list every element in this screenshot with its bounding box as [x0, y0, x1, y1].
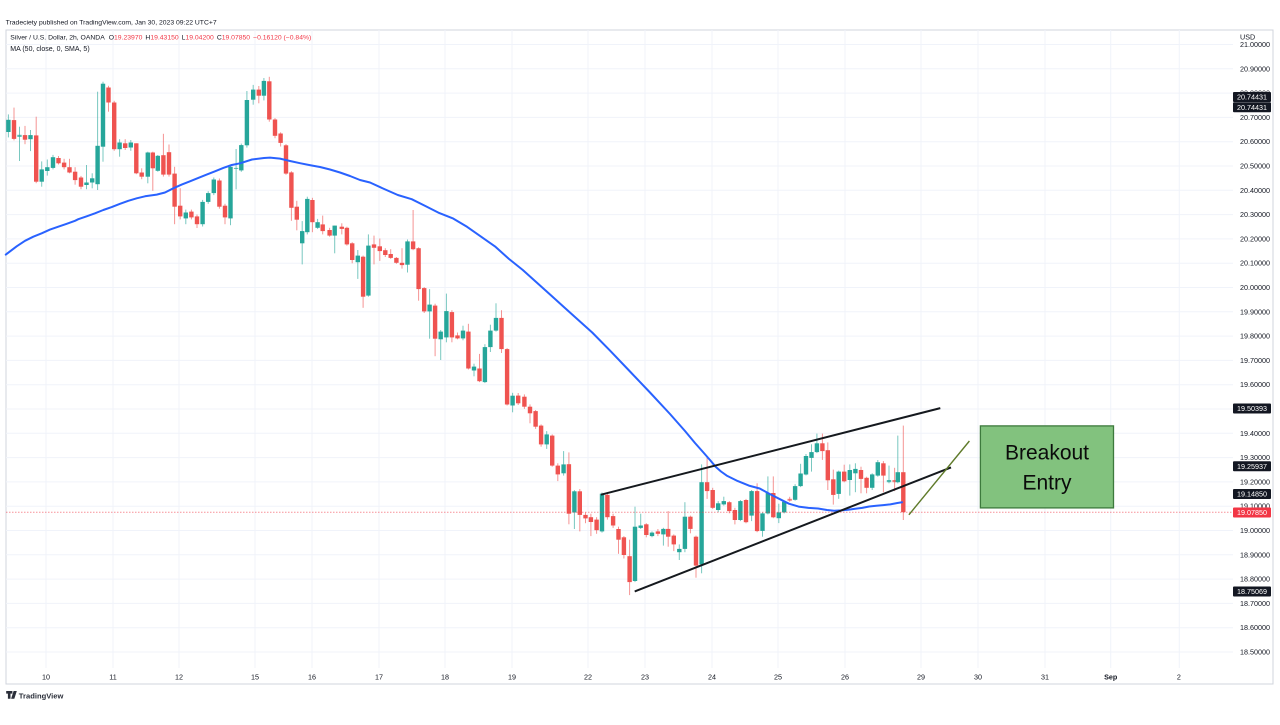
svg-text:18.70000: 18.70000: [1240, 599, 1270, 608]
svg-text:29: 29: [917, 673, 925, 682]
svg-text:20.50000: 20.50000: [1240, 162, 1270, 171]
svg-text:12: 12: [175, 673, 183, 682]
svg-text:16: 16: [308, 673, 316, 682]
svg-text:10: 10: [42, 673, 50, 682]
svg-text:24: 24: [708, 673, 716, 682]
svg-text:19.25937: 19.25937: [1237, 462, 1267, 471]
svg-text:Sep: Sep: [1104, 673, 1118, 682]
svg-text:20.90000: 20.90000: [1240, 64, 1270, 73]
svg-text:20.00000: 20.00000: [1240, 283, 1270, 292]
svg-text:18.80000: 18.80000: [1240, 575, 1270, 584]
svg-text:15: 15: [251, 673, 259, 682]
svg-text:19.40000: 19.40000: [1240, 429, 1270, 438]
svg-text:19.14850: 19.14850: [1237, 490, 1267, 499]
svg-text:20.30000: 20.30000: [1240, 210, 1270, 219]
svg-text:2: 2: [1177, 673, 1181, 682]
svg-text:20.40000: 20.40000: [1240, 186, 1270, 195]
svg-text:30: 30: [974, 673, 982, 682]
svg-text:USD: USD: [1240, 33, 1255, 42]
svg-text:19.20000: 19.20000: [1240, 477, 1270, 486]
svg-text:19.30000: 19.30000: [1240, 453, 1270, 462]
svg-text:19.50393: 19.50393: [1237, 404, 1267, 413]
svg-text:11: 11: [109, 673, 116, 682]
svg-text:23: 23: [641, 673, 649, 682]
svg-text:Breakout: Breakout: [1005, 442, 1089, 465]
svg-text:19.70000: 19.70000: [1240, 356, 1270, 365]
svg-text:19.00000: 19.00000: [1240, 526, 1270, 535]
svg-text:21.00000: 21.00000: [1240, 40, 1270, 49]
svg-text:20.74431: 20.74431: [1237, 93, 1267, 102]
svg-text:19.60000: 19.60000: [1240, 380, 1270, 389]
svg-text:18.75069: 18.75069: [1237, 587, 1267, 596]
svg-text:Entry: Entry: [1022, 472, 1072, 495]
svg-text:20.10000: 20.10000: [1240, 259, 1270, 268]
svg-text:20.70000: 20.70000: [1240, 113, 1270, 122]
svg-text:20.20000: 20.20000: [1240, 234, 1270, 243]
svg-text:17: 17: [375, 673, 383, 682]
svg-text:MA (50, close, 0, SMA, 5): MA (50, close, 0, SMA, 5): [10, 46, 89, 53]
svg-text:Tradeciety published on Tradin: Tradeciety published on TradingView.com,…: [6, 20, 217, 27]
svg-text:18.50000: 18.50000: [1240, 648, 1270, 657]
svg-text:19.80000: 19.80000: [1240, 332, 1270, 341]
svg-text:19.10000: 19.10000: [1240, 502, 1270, 511]
svg-text:22: 22: [584, 673, 592, 682]
svg-text:19.07850: 19.07850: [1237, 508, 1267, 517]
svg-text:26: 26: [841, 673, 849, 682]
svg-text:20.74431: 20.74431: [1237, 103, 1267, 112]
svg-text:18.60000: 18.60000: [1240, 623, 1270, 632]
svg-text:TradingView: TradingView: [19, 692, 64, 701]
svg-text:20.60000: 20.60000: [1240, 137, 1270, 146]
svg-text:31: 31: [1041, 673, 1049, 682]
svg-text:Silver / U.S. Dollar, 2h, OAND: Silver / U.S. Dollar, 2h, OANDA O19.23970…: [10, 35, 311, 42]
svg-text:18: 18: [441, 673, 449, 682]
svg-text:18.90000: 18.90000: [1240, 550, 1270, 559]
svg-text:19: 19: [508, 673, 516, 682]
svg-text:19.90000: 19.90000: [1240, 307, 1270, 316]
svg-text:25: 25: [774, 673, 782, 682]
